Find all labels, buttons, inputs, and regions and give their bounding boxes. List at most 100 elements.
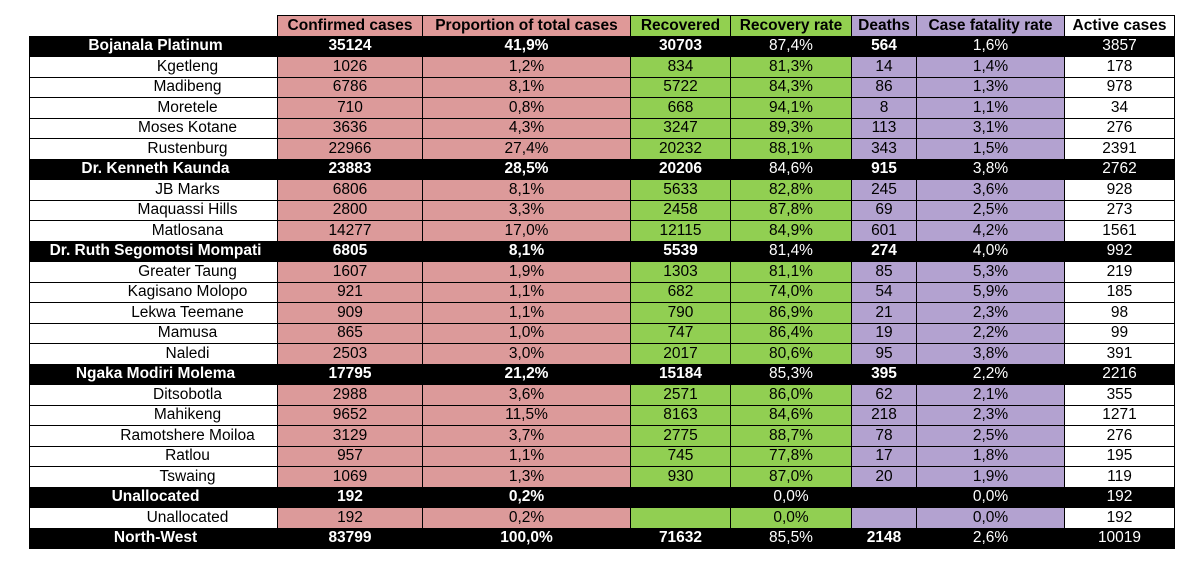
cell-recovered: 834 — [630, 56, 731, 78]
cell-recovered: 1303 — [630, 261, 731, 283]
cell-case-fatality-rate: 2,2% — [916, 322, 1065, 344]
cell-confirmed: 23883 — [277, 158, 423, 180]
header-recovered: Recovered — [630, 15, 731, 37]
cell-recovery-rate: 89,3% — [730, 117, 852, 139]
cell-deaths: 85 — [851, 261, 917, 283]
cell-recovered: 8163 — [630, 404, 731, 426]
cell-proportion: 1,1% — [422, 281, 631, 303]
covid-cases-table: Confirmed cases Proportion of total case… — [29, 15, 1175, 549]
cell-active-cases: 2391 — [1064, 138, 1175, 160]
cell-recovery-rate: 88,1% — [730, 138, 852, 160]
cell-deaths: 564 — [851, 35, 917, 57]
municipality-row: Mamusa 865 1,0% 747 86,4% 19 2,2% 99 — [29, 322, 1175, 344]
cell-recovered: 2571 — [630, 384, 731, 406]
cell-confirmed: 909 — [277, 302, 423, 324]
cell-deaths: 95 — [851, 343, 917, 365]
cell-name: Moretele — [29, 97, 278, 119]
municipality-row: Mahikeng 9652 11,5% 8163 84,6% 218 2,3% 1271 — [29, 404, 1175, 426]
cell-recovery-rate: 87,0% — [730, 466, 852, 488]
cell-proportion: 8,1% — [422, 76, 631, 98]
cell-case-fatality-rate: 1,9% — [916, 466, 1065, 488]
cell-case-fatality-rate: 2,5% — [916, 199, 1065, 221]
municipality-row: Unallocated 192 0,2% 0,0% 0,0% 192 — [29, 507, 1175, 529]
cell-recovered: 30703 — [630, 35, 731, 57]
municipality-row: Rustenburg 22966 27,4% 20232 88,1% 343 1,5% 239… — [29, 138, 1175, 160]
cell-active-cases: 1561 — [1064, 220, 1175, 242]
cell-deaths: 86 — [851, 76, 917, 98]
cell-deaths — [851, 486, 917, 508]
cell-confirmed: 9652 — [277, 404, 423, 426]
cell-case-fatality-rate: 1,5% — [916, 138, 1065, 160]
municipality-row: JB Marks 6806 8,1% 5633 82,8% 245 3,6% 928 — [29, 179, 1175, 201]
header-proportion: Proportion of total cases — [422, 15, 631, 37]
cell-name: Tswaing — [29, 466, 278, 488]
cell-active-cases: 178 — [1064, 56, 1175, 78]
cell-confirmed: 192 — [277, 486, 423, 508]
district-row: Dr. Ruth Segomotsi Mompati 6805 8,1% 5539 81… — [29, 240, 1175, 262]
cell-confirmed: 2988 — [277, 384, 423, 406]
cell-confirmed: 1607 — [277, 261, 423, 283]
cell-confirmed: 6806 — [277, 179, 423, 201]
cell-recovered: 71632 — [630, 527, 731, 549]
cell-confirmed: 710 — [277, 97, 423, 119]
cell-name: Ditsobotla — [29, 384, 278, 406]
cell-deaths — [851, 507, 917, 529]
cell-confirmed: 35124 — [277, 35, 423, 57]
cell-confirmed: 6786 — [277, 76, 423, 98]
cell-deaths: 274 — [851, 240, 917, 262]
cell-recovery-rate: 81,3% — [730, 56, 852, 78]
cell-name: Ngaka Modiri Molema — [29, 363, 278, 385]
municipality-row: Tswaing 1069 1,3% 930 87,0% 20 1,9% 119 — [29, 466, 1175, 488]
cell-name: North-West — [29, 527, 278, 549]
cell-name: Kagisano Molopo — [29, 281, 278, 303]
cell-recovery-rate: 85,5% — [730, 527, 852, 549]
cell-proportion: 27,4% — [422, 138, 631, 160]
cell-recovery-rate: 82,8% — [730, 179, 852, 201]
cell-recovery-rate: 85,3% — [730, 363, 852, 385]
cell-name: Moses Kotane — [29, 117, 278, 139]
cell-deaths: 915 — [851, 158, 917, 180]
cell-confirmed: 1069 — [277, 466, 423, 488]
cell-case-fatality-rate: 1,8% — [916, 445, 1065, 467]
cell-case-fatality-rate: 4,0% — [916, 240, 1065, 262]
cell-name: Naledi — [29, 343, 278, 365]
municipality-row: Moses Kotane 3636 4,3% 3247 89,3% 113 3,1% 276 — [29, 117, 1175, 139]
header-row: Confirmed cases Proportion of total case… — [29, 15, 1175, 37]
cell-deaths: 343 — [851, 138, 917, 160]
cell-case-fatality-rate: 2,6% — [916, 527, 1065, 549]
cell-deaths: 21 — [851, 302, 917, 324]
municipality-row: Greater Taung 1607 1,9% 1303 81,1% 85 5,3% 219 — [29, 261, 1175, 283]
cell-case-fatality-rate: 5,9% — [916, 281, 1065, 303]
cell-confirmed: 865 — [277, 322, 423, 344]
cell-active-cases: 978 — [1064, 76, 1175, 98]
cell-proportion: 1,3% — [422, 466, 631, 488]
cell-case-fatality-rate: 2,2% — [916, 363, 1065, 385]
cell-case-fatality-rate: 1,6% — [916, 35, 1065, 57]
cell-confirmed: 957 — [277, 445, 423, 467]
cell-proportion: 1,9% — [422, 261, 631, 283]
cell-active-cases: 3857 — [1064, 35, 1175, 57]
cell-recovery-rate: 86,4% — [730, 322, 852, 344]
district-row: Ngaka Modiri Molema 17795 21,2% 15184 85,3% 3… — [29, 363, 1175, 385]
cell-proportion: 11,5% — [422, 404, 631, 426]
cell-recovery-rate: 84,9% — [730, 220, 852, 242]
cell-case-fatality-rate: 1,3% — [916, 76, 1065, 98]
cell-recovery-rate: 86,9% — [730, 302, 852, 324]
municipality-row: Ditsobotla 2988 3,6% 2571 86,0% 62 2,1% 355 — [29, 384, 1175, 406]
cell-case-fatality-rate: 0,0% — [916, 507, 1065, 529]
cell-proportion: 100,0% — [422, 527, 631, 549]
cell-active-cases: 99 — [1064, 322, 1175, 344]
cell-name: Dr. Ruth Segomotsi Mompati — [29, 240, 278, 262]
cell-case-fatality-rate: 1,1% — [916, 97, 1065, 119]
cell-case-fatality-rate: 3,6% — [916, 179, 1065, 201]
header-case-fatality-rate: Case fatality rate — [916, 15, 1065, 37]
cell-deaths: 245 — [851, 179, 917, 201]
cell-proportion: 3,7% — [422, 425, 631, 447]
cell-recovery-rate: 81,1% — [730, 261, 852, 283]
cell-proportion: 1,1% — [422, 302, 631, 324]
cell-proportion: 28,5% — [422, 158, 631, 180]
cell-proportion: 3,6% — [422, 384, 631, 406]
cell-deaths: 8 — [851, 97, 917, 119]
cell-case-fatality-rate: 1,4% — [916, 56, 1065, 78]
cell-active-cases: 992 — [1064, 240, 1175, 262]
